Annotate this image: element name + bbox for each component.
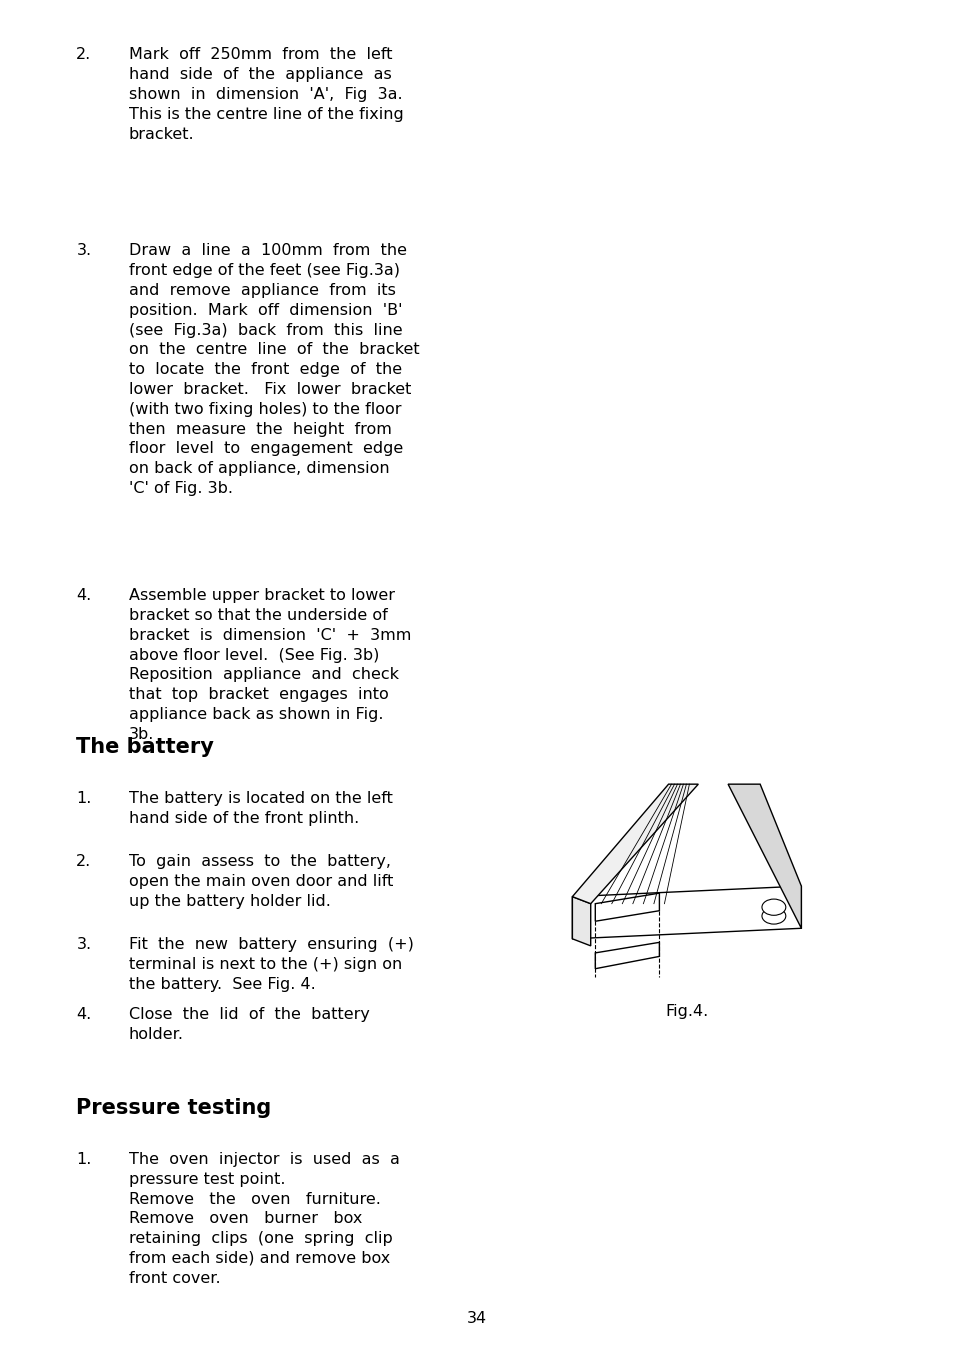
Text: Pressure testing: Pressure testing: [76, 1098, 272, 1118]
Text: 3.: 3.: [76, 937, 91, 952]
Text: 2.: 2.: [76, 47, 91, 62]
Text: 2.: 2.: [76, 854, 91, 869]
Polygon shape: [572, 896, 590, 946]
Text: Fit  the  new  battery  ensuring  (+)
terminal is next to the (+) sign on
the ba: Fit the new battery ensuring (+) termina…: [129, 937, 414, 991]
Polygon shape: [572, 886, 801, 938]
Text: Fig.4.: Fig.4.: [664, 1003, 708, 1019]
Text: 1.: 1.: [76, 1152, 91, 1167]
Text: The battery is located on the left
hand side of the front plinth.: The battery is located on the left hand …: [129, 791, 393, 826]
Polygon shape: [595, 894, 659, 921]
Text: 4.: 4.: [76, 588, 91, 603]
Text: 1.: 1.: [76, 791, 91, 806]
Text: 3.: 3.: [76, 243, 91, 258]
Text: 4.: 4.: [76, 1007, 91, 1022]
Text: Mark  off  250mm  from  the  left
hand  side  of  the  appliance  as
shown  in  : Mark off 250mm from the left hand side o…: [129, 47, 403, 142]
Polygon shape: [595, 942, 659, 968]
Text: Assemble upper bracket to lower
bracket so that the underside of
bracket  is  di: Assemble upper bracket to lower bracket …: [129, 588, 411, 742]
Text: Close  the  lid  of  the  battery
holder.: Close the lid of the battery holder.: [129, 1007, 369, 1042]
Text: Draw  a  line  a  100mm  from  the
front edge of the feet (see Fig.3a)
and  remo: Draw a line a 100mm from the front edge …: [129, 243, 419, 496]
Polygon shape: [572, 784, 698, 903]
Ellipse shape: [761, 899, 785, 915]
Text: 34: 34: [466, 1310, 487, 1326]
Polygon shape: [727, 784, 801, 929]
Ellipse shape: [761, 909, 785, 925]
Text: The battery: The battery: [76, 737, 214, 757]
Text: The  oven  injector  is  used  as  a
pressure test point.
Remove   the   oven   : The oven injector is used as a pressure …: [129, 1152, 399, 1286]
Text: To  gain  assess  to  the  battery,
open the main oven door and lift
up the batt: To gain assess to the battery, open the …: [129, 854, 393, 909]
